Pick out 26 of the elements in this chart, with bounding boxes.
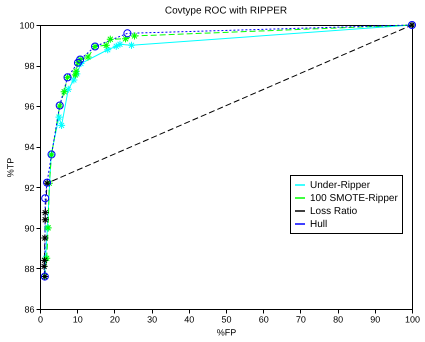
legend-label: 100 SMOTE-Ripper [310,193,398,204]
legend-label: Loss Ratio [310,206,358,217]
y-axis-title: %TP [5,158,16,178]
x-tick-label: 0 [38,314,44,324]
x-tick-label: 50 [221,314,232,324]
x-tick-label: 40 [184,314,194,324]
y-tick-label: 90 [24,223,34,234]
y-tick-label: 94 [24,142,34,152]
x-tick-label: 70 [296,314,306,324]
x-tick-label: 30 [147,314,158,324]
y-tick-label: 96 [24,102,34,112]
x-tick-label: 90 [370,314,380,324]
y-tick-label: 92 [24,182,34,193]
legend-label: Under-Ripper [310,180,371,191]
x-tick-label: 100 [404,314,420,324]
x-axis-title: %FP [216,328,236,338]
chart-title: Covtype ROC with RIPPER [164,5,288,16]
x-tick-label: 80 [333,314,344,324]
x-tick-label: 60 [258,314,269,324]
x-tick-label: 10 [72,314,83,324]
y-tick-label: 98 [24,61,34,72]
y-tick-label: 88 [24,264,34,274]
y-tick-label: 86 [24,304,34,314]
legend-label: Hull [310,219,328,230]
y-tick-label: 100 [19,20,34,30]
x-tick-label: 20 [110,314,120,324]
